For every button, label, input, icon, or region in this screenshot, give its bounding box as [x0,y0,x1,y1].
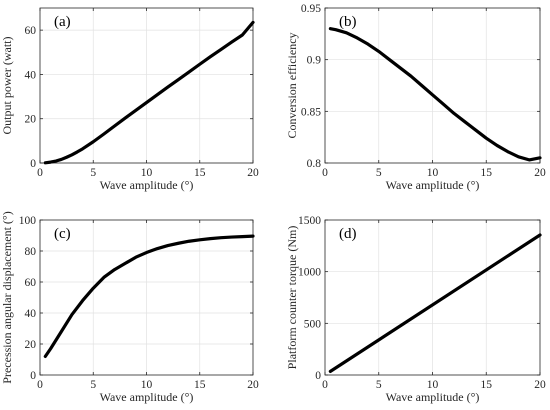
x-tick-label: 0 [322,167,328,179]
chart-panel-2: 0 5 10 15 20 0.8 0.85 0.9 0.95 Wave amplitude (°)… [285,3,546,192]
y-tick-label: 0.8 [307,158,322,170]
y-tick-label: 20 [25,339,37,351]
y-tick-label: 0 [30,158,36,170]
x-tick-label: 5 [90,167,96,179]
y-tick-label: 1500 [298,215,321,227]
x-axis-label: Wave amplitude (°) [386,390,480,404]
chart-panel-1: 0 5 10 15 20 0 20 40 60 Wave amplitude (°) Output … [0,7,259,192]
x-tick-label: 10 [427,167,439,179]
y-tick-label: 20 [25,114,37,126]
y-tick-label: 40 [25,69,37,81]
x-axis-label: Wave amplitude (°) [100,390,194,404]
y-tick-label: 0.95 [301,3,321,15]
series-line-1 [43,20,255,165]
series-line-1 [328,233,542,373]
panel-label: (c) [54,226,71,242]
y-axis-label: Platform counter torque (Nm) [285,226,299,370]
y-tick-label: 0.85 [301,106,321,118]
x-tick-label: 0 [37,379,43,391]
x-tick-label: 15 [194,167,206,179]
chart-panel-3: 0 5 10 15 20 0 20 40 60 80 100 Wave amplitude (°) Pr… [0,211,259,404]
x-tick-label: 20 [247,379,259,391]
panel-label: (a) [54,14,71,30]
x-axis-label: Wave amplitude (°) [100,178,194,192]
y-tick-label: 60 [25,277,37,289]
y-axis-label: Conversion efficiency [285,32,299,138]
x-tick-label: 15 [481,167,493,179]
x-tick-label: 15 [481,379,493,391]
x-tick-label: 10 [141,379,153,391]
x-tick-label: 20 [534,379,546,391]
series-line-1 [328,27,542,162]
y-tick-label: 0.9 [307,55,322,67]
x-tick-label: 5 [376,167,382,179]
x-tick-label: 15 [194,379,206,391]
x-tick-label: 10 [427,379,439,391]
x-tick-label: 0 [322,379,328,391]
panel-label: (b) [339,14,357,30]
x-tick-label: 5 [376,379,382,391]
y-tick-label: 80 [25,246,37,258]
x-tick-label: 10 [141,167,153,179]
y-tick-label: 0 [315,370,321,382]
y-tick-label: 60 [25,25,37,37]
y-tick-label: 500 [304,318,322,330]
x-tick-label: 20 [247,167,259,179]
y-axis-label: Output power (watt) [0,37,14,135]
x-tick-label: 0 [37,167,43,179]
y-tick-label: 1000 [298,267,321,279]
y-tick-label: 40 [25,308,37,320]
y-tick-label: 0 [30,370,36,382]
x-tick-label: 20 [534,167,546,179]
series-line-1 [43,234,255,358]
y-tick-label: 100 [19,215,37,227]
y-axis-label: Precession angular displacement (°) [0,211,14,383]
x-axis-label: Wave amplitude (°) [386,178,480,192]
chart-panel-4: 0 5 10 15 20 0 500 1000 1500 Wave amplitude (°) Pl… [285,215,546,404]
panel-label: (d) [339,226,357,242]
x-tick-label: 5 [90,379,96,391]
